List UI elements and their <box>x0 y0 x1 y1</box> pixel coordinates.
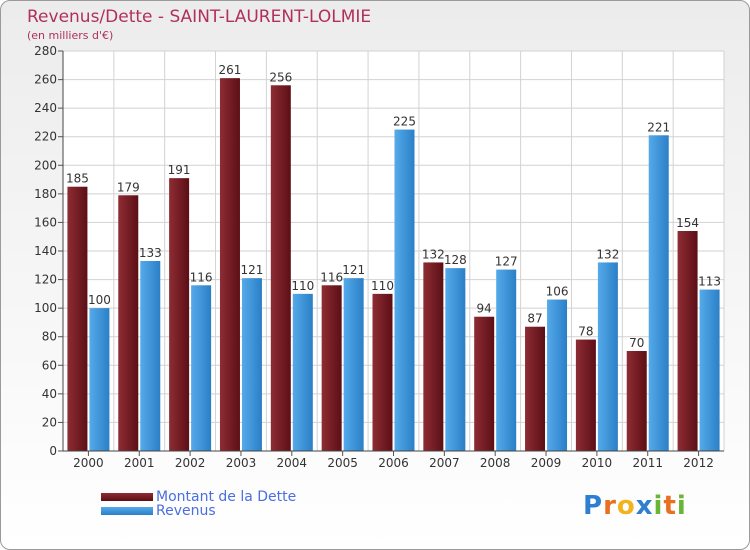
bar-revenus-2010 <box>597 262 618 451</box>
legend-label-dette: Montant de la Dette <box>156 489 297 505</box>
x-tick-label-2000: 2000 <box>73 456 104 470</box>
logo-letter: i <box>653 491 664 521</box>
value-label-revenus-2000: 100 <box>88 293 111 307</box>
y-tick-label-60: 60 <box>42 358 57 372</box>
y-tick-label-0: 0 <box>49 444 57 458</box>
x-tick-label-2004: 2004 <box>277 456 308 470</box>
value-label-revenus-2009: 106 <box>546 285 569 299</box>
bar-dette-2004 <box>270 85 291 452</box>
value-label-revenus-2007: 128 <box>444 253 467 267</box>
bar-revenus-2005 <box>343 278 364 451</box>
y-tick-label-200: 200 <box>34 158 57 172</box>
bar-revenus-2006 <box>394 129 415 452</box>
y-tick-label-100: 100 <box>34 301 57 315</box>
bar-revenus-2002 <box>191 285 212 451</box>
bar-revenus-2011 <box>648 135 669 452</box>
x-tick-label-2010: 2010 <box>582 456 613 470</box>
x-tick-label-2006: 2006 <box>378 456 409 470</box>
value-label-dette-2005: 116 <box>320 270 343 284</box>
y-tick-label-240: 240 <box>34 101 57 115</box>
bar-revenus-2012 <box>699 289 720 451</box>
y-tick-label-260: 260 <box>34 73 57 87</box>
value-label-dette-2002: 191 <box>168 163 191 177</box>
bar-revenus-2007 <box>445 268 466 451</box>
bar-dette-2009 <box>525 326 546 451</box>
logo-letter: r <box>603 491 617 521</box>
value-label-revenus-2008: 127 <box>495 255 518 269</box>
chart-subtitle: (en milliers d'€) <box>27 29 114 42</box>
value-label-dette-2007: 132 <box>422 247 445 261</box>
bar-revenus-2004 <box>292 293 313 451</box>
value-label-revenus-2012: 113 <box>698 275 721 289</box>
value-label-dette-2009: 87 <box>527 312 542 326</box>
value-label-dette-2000: 185 <box>66 172 89 186</box>
y-tick-label-140: 140 <box>34 244 57 258</box>
bar-dette-2012 <box>677 231 698 451</box>
value-label-revenus-2002: 116 <box>190 270 213 284</box>
y-tick-label-220: 220 <box>34 130 57 144</box>
x-tick-label-2009: 2009 <box>531 456 562 470</box>
x-tick-label-2011: 2011 <box>632 456 663 470</box>
logo-letter: x <box>635 491 654 521</box>
x-tick-label-2007: 2007 <box>429 456 460 470</box>
value-label-dette-2010: 78 <box>578 325 593 339</box>
value-label-dette-2003: 261 <box>219 63 242 77</box>
y-tick-label-120: 120 <box>34 273 57 287</box>
value-label-dette-2004: 256 <box>269 70 292 84</box>
y-tick-label-180: 180 <box>34 187 57 201</box>
bar-dette-2000 <box>67 186 88 451</box>
legend-item-revenus: Revenus <box>101 503 216 519</box>
bar-dette-2008 <box>474 316 495 451</box>
x-tick-label-2003: 2003 <box>226 456 257 470</box>
y-tick-label-280: 280 <box>34 44 57 58</box>
y-tick-label-160: 160 <box>34 215 57 229</box>
bar-dette-2007 <box>423 262 444 451</box>
value-label-revenus-2006: 225 <box>393 115 416 129</box>
bar-dette-2005 <box>321 285 342 451</box>
y-tick-label-40: 40 <box>42 387 57 401</box>
value-label-revenus-2005: 121 <box>342 263 365 277</box>
x-tick-label-2002: 2002 <box>175 456 206 470</box>
proxiti-logo: Proxiti <box>583 491 687 521</box>
x-tick-label-2005: 2005 <box>327 456 358 470</box>
value-label-dette-2012: 154 <box>676 216 699 230</box>
value-label-revenus-2003: 121 <box>241 263 264 277</box>
x-tick-label-2008: 2008 <box>480 456 511 470</box>
bar-revenus-2008 <box>496 269 517 451</box>
bar-dette-2003 <box>219 78 240 452</box>
legend-label-revenus: Revenus <box>156 503 216 519</box>
bar-dette-2001 <box>118 195 139 451</box>
logo-letter: o <box>616 491 636 521</box>
logo-letter: i <box>676 491 687 521</box>
y-tick-label-80: 80 <box>42 330 57 344</box>
bar-dette-2006 <box>372 293 393 451</box>
bar-dette-2010 <box>575 339 596 451</box>
bar-dette-2002 <box>169 178 190 451</box>
value-label-dette-2006: 110 <box>371 279 394 293</box>
value-label-revenus-2011: 221 <box>647 120 670 134</box>
bar-revenus-2001 <box>140 261 161 451</box>
bar-revenus-2000 <box>89 308 110 451</box>
legend-swatch-revenus <box>101 507 153 515</box>
logo-letter: t <box>663 491 677 521</box>
y-tick-label-20: 20 <box>42 415 57 429</box>
value-label-dette-2011: 70 <box>629 336 644 350</box>
x-tick-label-2012: 2012 <box>683 456 714 470</box>
x-tick-label-2001: 2001 <box>124 456 155 470</box>
legend-swatch-dette <box>101 493 153 501</box>
value-label-revenus-2004: 110 <box>291 279 314 293</box>
value-label-dette-2001: 179 <box>117 180 140 194</box>
chart-title: Revenus/Dette - SAINT-LAURENT-LOLMIE <box>27 7 372 27</box>
bar-revenus-2003 <box>241 278 262 451</box>
value-label-revenus-2010: 132 <box>596 247 619 261</box>
logo-letter: P <box>583 491 604 521</box>
value-label-revenus-2001: 133 <box>139 246 162 260</box>
bar-revenus-2009 <box>547 299 568 451</box>
bar-dette-2011 <box>626 351 647 451</box>
value-label-dette-2008: 94 <box>477 302 492 316</box>
legend-item-dette: Montant de la Dette <box>101 489 296 505</box>
